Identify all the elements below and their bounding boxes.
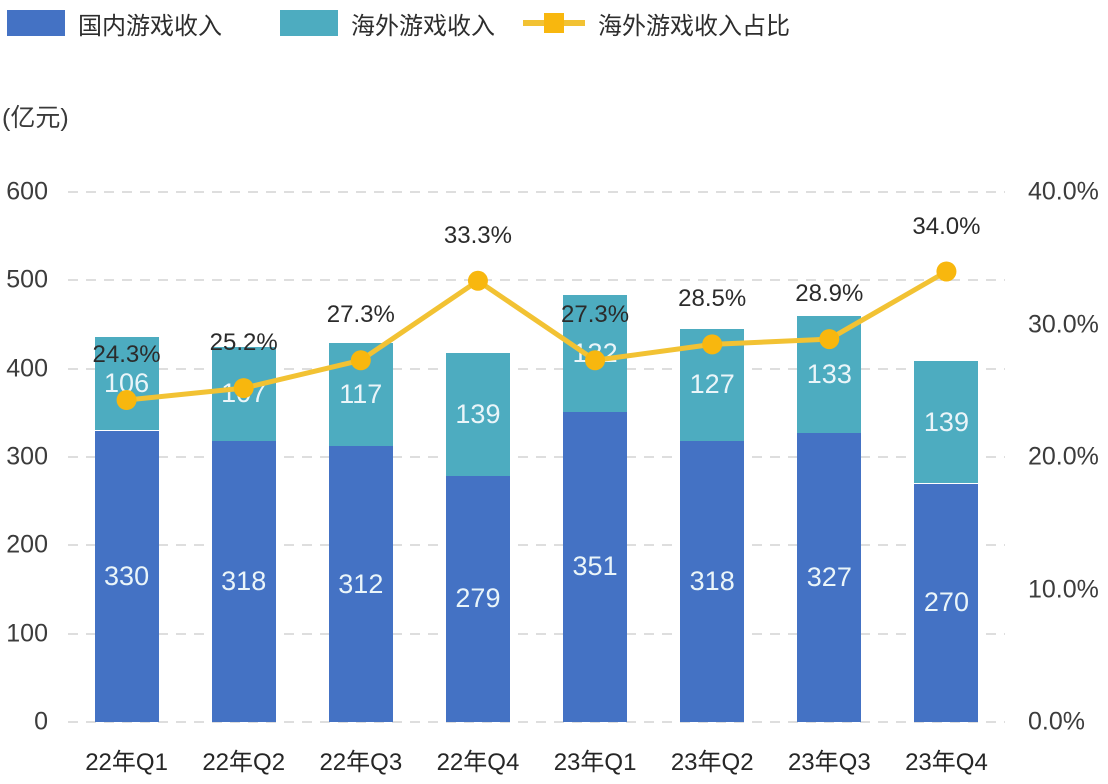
overseas-value-label: 133 [806, 358, 852, 389]
x-axis-label: 23年Q3 [787, 749, 871, 776]
overseas-value-label: 117 [339, 379, 383, 410]
line-marker [585, 350, 606, 371]
gridline [68, 456, 1005, 458]
legend-item-overseas-share: 海外游戏收入占比 [523, 8, 790, 40]
bar-segment-domestic: 318 [680, 441, 745, 722]
domestic-value-label: 327 [806, 562, 852, 593]
legend-item-overseas-revenue: 海外游戏收入 [280, 8, 495, 40]
right-axis-tick: 30.0% [1028, 310, 1099, 338]
bar-segment-domestic: 318 [211, 441, 276, 722]
bar-segment-domestic: 351 [563, 411, 628, 722]
domestic-value-label: 318 [689, 566, 735, 597]
left-axis-tick: 0 [34, 707, 48, 736]
right-axis-tick: 0.0% [1028, 707, 1085, 736]
percent-data-label: 27.3% [561, 301, 630, 329]
percent-data-label: 28.5% [678, 285, 747, 313]
gridline [68, 632, 1005, 635]
percent-data-label: 24.3% [92, 341, 161, 369]
x-axis-label: 23年Q2 [670, 749, 754, 776]
bar-segment-overseas: 107 [211, 346, 276, 442]
x-axis-label: 22年Q2 [202, 749, 286, 776]
left-axis-tick: 400 [6, 354, 48, 383]
line-marker [702, 334, 723, 355]
legend-label-overseas: 海外游戏收入 [351, 12, 495, 40]
domestic-value-label: 312 [338, 568, 384, 599]
bar-segment-domestic: 330 [94, 430, 159, 722]
gridline [68, 191, 1005, 193]
left-axis-tick: 100 [6, 619, 48, 648]
legend-line-square-marker [544, 13, 564, 33]
overseas-value-label: 127 [689, 369, 735, 400]
legend-label-overseas-share: 海外游戏收入占比 [598, 12, 790, 40]
left-axis-unit-label: (亿元) [2, 104, 69, 132]
bar-segment-domestic: 279 [445, 475, 510, 722]
plot-area: 3301063181073121172791393511323181273271… [68, 191, 1005, 723]
x-axis-label: 23年Q4 [905, 749, 988, 776]
left-axis-tick: 600 [6, 177, 48, 206]
line-marker [350, 350, 371, 371]
line-legend-marker-icon [523, 10, 585, 36]
line-path [126, 269, 948, 403]
overseas-value-label: 139 [923, 406, 969, 437]
x-axis-label: 23年Q1 [553, 749, 637, 776]
right-axis-tick: 20.0% [1028, 442, 1099, 471]
line-marker [936, 261, 957, 282]
bar-segment-overseas: 139 [445, 352, 510, 476]
gridline [68, 721, 1005, 723]
right-axis-tick: 10.0% [1028, 575, 1099, 603]
legend-item-domestic-revenue: 国内游戏收入 [7, 8, 222, 40]
percent-data-label: 33.3% [443, 221, 512, 249]
domestic-revenue-swatch [7, 10, 65, 36]
x-axis-label: 22年Q3 [319, 749, 403, 776]
x-axis-label: 22年Q4 [436, 749, 520, 776]
domestic-value-label: 330 [104, 560, 150, 591]
percent-data-label: 34.0% [912, 212, 981, 240]
left-axis-tick: 500 [6, 265, 48, 294]
line-marker [819, 329, 840, 350]
domestic-value-label: 351 [572, 551, 618, 582]
domestic-value-label: 279 [455, 583, 501, 614]
line-marker [233, 378, 254, 399]
line-marker [467, 270, 488, 291]
percent-data-label: 28.9% [795, 280, 864, 308]
overseas-revenue-swatch [280, 10, 338, 36]
bar-segment-domestic: 270 [914, 483, 979, 722]
gridline [68, 544, 1005, 547]
domestic-value-label: 318 [221, 566, 267, 597]
left-axis-tick: 300 [6, 442, 48, 471]
domestic-value-label: 270 [923, 587, 969, 618]
legend: 国内游戏收入 海外游戏收入 海外游戏收入占比 [0, 8, 1108, 42]
left-axis-tick: 200 [6, 530, 48, 559]
gridline [68, 279, 1005, 282]
bar-segment-domestic: 312 [328, 446, 393, 722]
line-marker [116, 390, 137, 411]
legend-label-domestic: 国内游戏收入 [78, 12, 222, 40]
overseas-share-line-layer [116, 261, 957, 411]
percent-data-label: 27.3% [326, 301, 395, 329]
gridline [68, 367, 1005, 370]
overseas-value-label: 139 [455, 398, 501, 429]
percent-data-label: 25.2% [209, 329, 278, 357]
bar-segment-overseas: 139 [914, 360, 979, 484]
bar-segment-domestic: 327 [797, 433, 862, 722]
x-axis-label: 22年Q1 [85, 749, 168, 776]
right-axis-tick: 40.0% [1028, 177, 1099, 206]
